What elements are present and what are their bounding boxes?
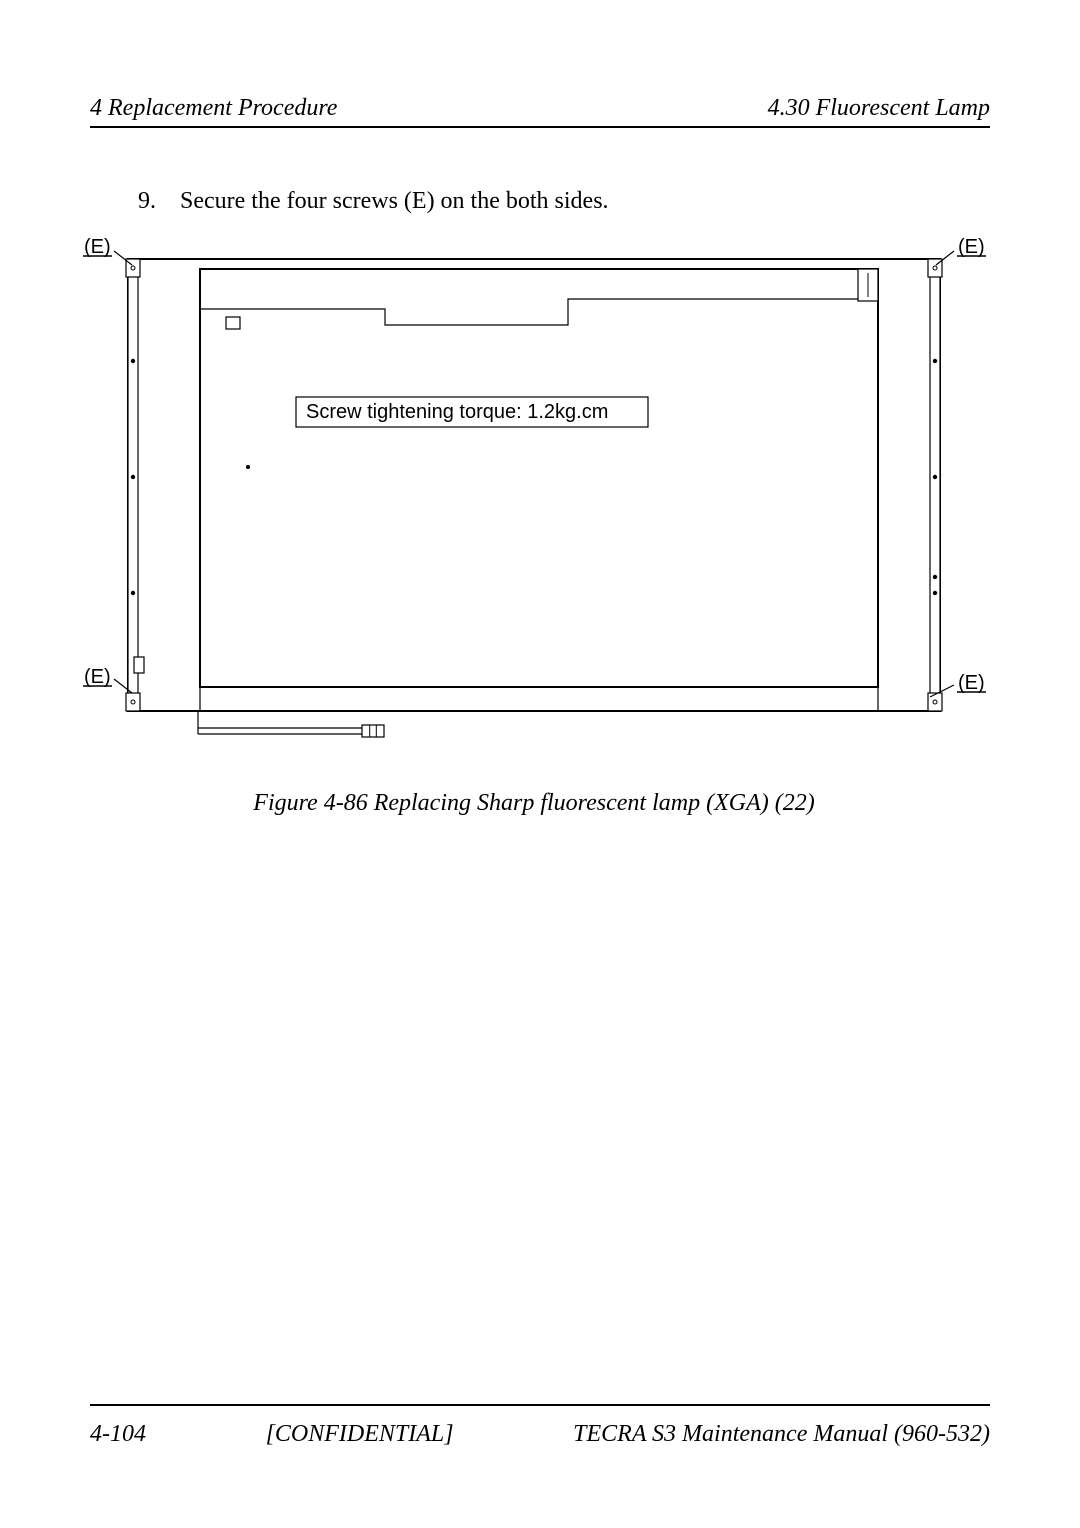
- step-text: Secure the four screws (E) on the both s…: [180, 188, 609, 214]
- footer-confidential: [CONFIDENTIAL]: [266, 1421, 454, 1448]
- footer-page-number: 4-104: [90, 1421, 146, 1448]
- page-footer: 4-104 [CONFIDENTIAL] TECRA S3 Maintenanc…: [90, 1421, 990, 1448]
- header-right: 4.30 Fluorescent Lamp: [768, 95, 990, 122]
- procedure-step: 9. Secure the four screws (E) on the bot…: [138, 188, 990, 215]
- header-left: 4 Replacement Procedure: [90, 95, 337, 122]
- svg-text:(E): (E): [958, 672, 985, 694]
- svg-text:(E): (E): [958, 237, 985, 258]
- footer-rule: [90, 1404, 990, 1406]
- page: 4 Replacement Procedure 4.30 Fluorescent…: [0, 0, 1080, 1528]
- svg-text:Screw tightening torque: 1.2kg: Screw tightening torque: 1.2kg.cm: [306, 401, 608, 423]
- footer-manual-id: TECRA S3 Maintenance Manual (960-532): [573, 1421, 990, 1448]
- figure-caption: Figure 4-86 Replacing Sharp fluorescent …: [78, 790, 990, 817]
- svg-text:(E): (E): [84, 666, 111, 688]
- page-header: 4 Replacement Procedure 4.30 Fluorescent…: [90, 95, 990, 128]
- figure-svg: Screw tightening torque: 1.2kg.cm (E) (E) (…: [78, 237, 990, 767]
- figure-container: Screw tightening torque: 1.2kg.cm (E) (E) (…: [78, 237, 990, 817]
- step-number: 9.: [138, 188, 174, 215]
- svg-text:(E): (E): [84, 237, 111, 258]
